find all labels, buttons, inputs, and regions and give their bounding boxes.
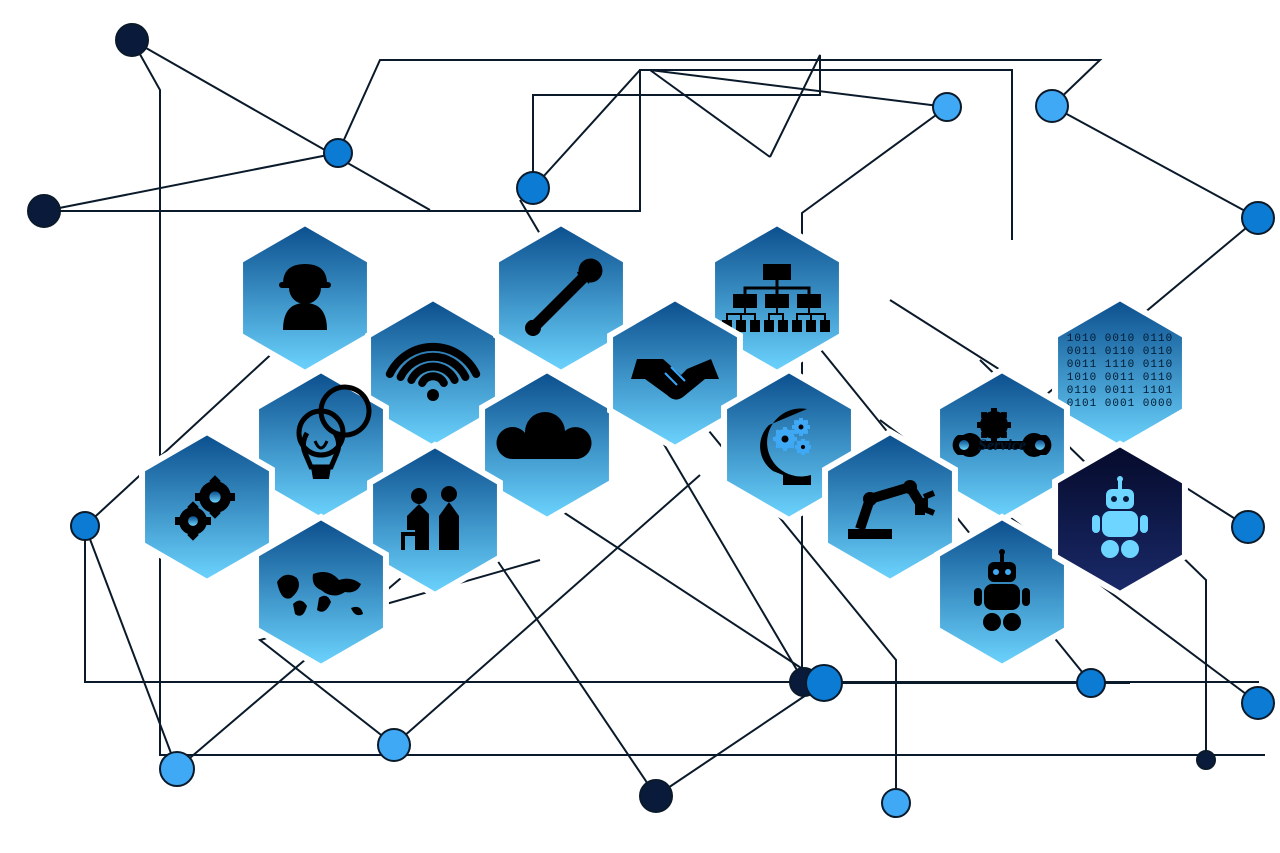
network-node (1197, 751, 1215, 769)
network-node (1232, 511, 1264, 543)
connection-line (338, 60, 1100, 153)
binary-line: 0011 1110 0110 (1067, 359, 1173, 371)
connection-line (44, 153, 338, 211)
network-node (378, 729, 410, 761)
network-node (882, 789, 910, 817)
network-node (1077, 669, 1105, 697)
network-node (324, 139, 352, 167)
connection-line (650, 70, 947, 157)
connection-line (656, 683, 824, 796)
binary-line: 0011 0110 0110 (1067, 346, 1173, 358)
connection-line (533, 70, 640, 188)
network-node (160, 752, 194, 786)
network-node (517, 172, 549, 204)
binary-line: 0101 0001 0000 (1067, 398, 1173, 410)
binary-icon: 1010 0010 01100011 0110 01100011 1110 01… (1067, 333, 1173, 410)
network-node (640, 780, 672, 812)
connection-line (533, 55, 820, 188)
service-label: Service (978, 437, 1026, 454)
binary-line: 1010 0011 0110 (1067, 372, 1173, 384)
network-node (116, 24, 148, 56)
network-node (71, 512, 99, 540)
connection-line (560, 510, 824, 683)
connection-line (1052, 106, 1258, 218)
network-node (1242, 202, 1274, 234)
hex-binary: 1010 0010 01100011 0110 01100011 1110 01… (1055, 298, 1185, 448)
hex-worker (240, 223, 370, 373)
network-node (28, 195, 60, 227)
network-diagram: 1010 0010 01100011 0110 01100011 1110 01… (0, 0, 1280, 853)
binary-line: 1010 0010 0110 (1067, 333, 1173, 345)
network-node (1242, 687, 1274, 719)
binary-line: 0110 0011 1101 (1067, 385, 1173, 397)
network-node (806, 665, 842, 701)
connection-line (85, 526, 177, 769)
hex-worldmap (256, 517, 386, 667)
hex-tools (496, 223, 626, 373)
network-node (1036, 90, 1068, 122)
hex-robot_dark (1055, 444, 1185, 594)
network-node (933, 93, 961, 121)
